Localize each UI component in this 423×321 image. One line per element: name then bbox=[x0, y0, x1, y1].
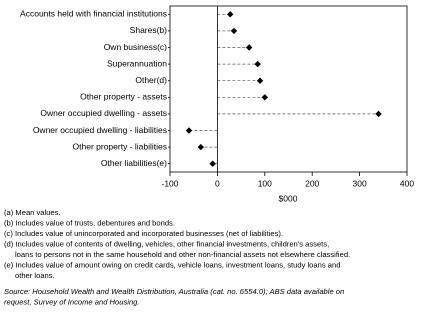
footnote: (d) Includes value of contents of dwelli… bbox=[4, 240, 329, 249]
dot bbox=[230, 27, 238, 35]
x-tick-label: -100 bbox=[161, 178, 178, 188]
footnote: (e) Includes value of amount owing on cr… bbox=[4, 261, 340, 270]
dot bbox=[226, 11, 234, 18]
source-note: request, Survey of Income and Housing. bbox=[4, 298, 140, 307]
y-tick-label: Owner occupied dwelling - assets bbox=[40, 108, 167, 118]
y-tick-label: Accounts held with financial institution… bbox=[20, 9, 167, 19]
y-tick-label: Other(d) bbox=[135, 75, 167, 85]
dot bbox=[256, 77, 264, 84]
dot bbox=[375, 110, 382, 118]
footnote: other loans. bbox=[15, 271, 55, 280]
x-tick-label: 300 bbox=[353, 178, 367, 188]
plot-frame bbox=[169, 5, 408, 173]
y-tick-label: Shares(b) bbox=[130, 25, 167, 35]
y-tick-label: Other property - assets bbox=[80, 92, 167, 102]
y-tick-label: Other liabilities(e) bbox=[101, 158, 167, 168]
y-tick-label: Own business(c) bbox=[104, 42, 167, 52]
footnote: (c) Includes value of unincorporated and… bbox=[4, 229, 283, 238]
dot bbox=[245, 44, 253, 51]
x-axis-label: $000 bbox=[279, 193, 298, 203]
x-tick-label: 200 bbox=[305, 178, 319, 188]
dot bbox=[185, 127, 193, 134]
x-tick-label: 0 bbox=[215, 178, 220, 188]
source-note: Source: Household Wealth and Wealth Dist… bbox=[4, 287, 344, 296]
dot bbox=[261, 94, 268, 101]
x-tick-label: 400 bbox=[400, 178, 414, 188]
y-tick-label: Superannuation bbox=[107, 58, 167, 68]
dot bbox=[209, 160, 216, 167]
footnote: loans to persons not in the same househo… bbox=[15, 250, 350, 259]
x-tick-label: 100 bbox=[258, 178, 272, 188]
footnote: (b) Includes value of trusts, debentures… bbox=[4, 219, 175, 228]
dot bbox=[254, 60, 261, 68]
y-tick-label: Owner occupied dwelling - liabilities bbox=[33, 125, 167, 135]
footnote: (a) Mean values. bbox=[4, 208, 61, 217]
y-tick-label: Other property - liabilities bbox=[73, 141, 167, 151]
dot bbox=[197, 143, 205, 151]
